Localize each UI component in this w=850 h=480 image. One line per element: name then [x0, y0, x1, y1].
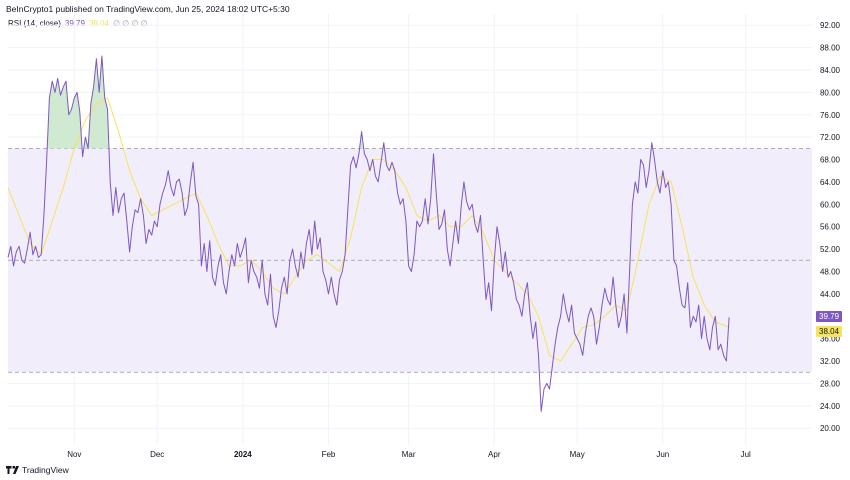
tradingview-brand: TradingView [22, 465, 69, 475]
rsi-legend-value: 39.79 [64, 19, 85, 28]
x-tick-label: Dec [150, 450, 164, 459]
y-tick-label: 60.00 [820, 200, 841, 209]
y-tick-label: 88.00 [820, 44, 841, 53]
ma-legend-value: 38.04 [88, 19, 109, 28]
publish-line: BeInCrypto1 published on TradingView.com… [6, 4, 290, 14]
x-tick-label: 2024 [234, 450, 252, 459]
rsi-line [7, 55, 730, 412]
indicator-name[interactable]: RSI (14, close) [8, 19, 61, 28]
x-tick-label: Feb [322, 450, 336, 459]
overbought-fill [47, 78, 83, 149]
y-tick-label: 48.00 [820, 267, 841, 276]
ma-price-badge: 38.04 [816, 326, 842, 338]
legend-flags: ∅ ∅ ∅ ∅ [112, 19, 148, 28]
x-tick-label: Mar [402, 450, 416, 459]
x-tick-label: Apr [488, 450, 501, 459]
y-tick-label: 20.00 [820, 424, 841, 433]
indicator-legend[interactable]: RSI (14, close) 39.79 38.04 ∅ ∅ ∅ ∅ [8, 19, 148, 28]
y-tick-label: 24.00 [820, 402, 841, 411]
y-tick-label: 44.00 [820, 290, 841, 299]
y-tick-label: 92.00 [820, 21, 841, 30]
x-tick-label: May [570, 450, 585, 459]
rsi-ma-line [7, 97, 730, 362]
x-tick-label: Nov [67, 450, 81, 459]
tradingview-logo-icon [6, 466, 19, 474]
y-tick-label: 76.00 [820, 111, 841, 120]
y-tick-label: 64.00 [820, 178, 841, 187]
x-tick-label: Jul [741, 450, 751, 459]
y-tick-label: 28.00 [820, 379, 841, 388]
y-tick-label: 36.00 [820, 335, 841, 344]
rsi-price-badge: 39.79 [816, 311, 842, 323]
x-tick-label: Jun [656, 450, 669, 459]
y-tick-label: 32.00 [820, 357, 841, 366]
y-tick-label: 52.00 [820, 245, 841, 254]
y-tick-label: 68.00 [820, 156, 841, 165]
y-tick-label: 80.00 [820, 88, 841, 97]
y-tick-label: 84.00 [820, 66, 841, 75]
y-tick-label: 72.00 [820, 133, 841, 142]
tradingview-footer[interactable]: TradingView [6, 465, 69, 475]
y-tick-label: 56.00 [820, 223, 841, 232]
